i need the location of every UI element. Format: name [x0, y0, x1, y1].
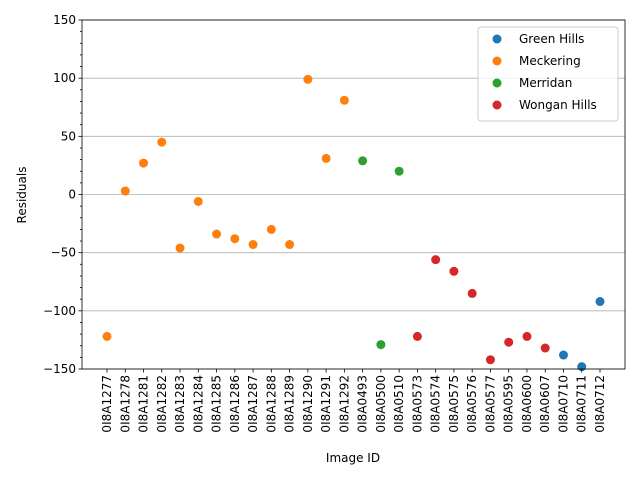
- data-point: [321, 153, 331, 163]
- x-tick-label: 0I8A1290: [301, 375, 315, 433]
- data-point: [522, 331, 532, 341]
- x-tick-label: 0I8A0712: [593, 375, 607, 433]
- x-tick-label: 0I8A0595: [502, 375, 516, 433]
- data-points: [102, 74, 605, 372]
- x-tick-label: 0I8A1286: [228, 375, 242, 433]
- data-point: [248, 240, 258, 250]
- y-tick-label: 150: [53, 13, 76, 27]
- x-tick-label: 0I8A0607: [538, 375, 552, 433]
- legend-label: Wongan Hills: [519, 98, 597, 112]
- x-axis-ticks: 0I8A1277 0I8A1278 0I8A1281 0I8A1282 0I8A1283…: [100, 369, 607, 433]
- y-tick-label: 50: [61, 129, 76, 143]
- data-point: [139, 158, 149, 168]
- data-point: [504, 337, 514, 347]
- legend-box: [477, 26, 619, 122]
- y-axis-label: Residuals: [15, 167, 29, 224]
- x-tick-label: 0I8A1278: [118, 375, 132, 433]
- x-tick-label: 0I8A1287: [246, 375, 260, 433]
- legend-label: Meckering: [519, 54, 581, 68]
- data-point: [303, 74, 313, 84]
- data-point: [540, 343, 550, 353]
- x-tick-label: 0I8A0711: [575, 375, 589, 433]
- data-point: [157, 137, 167, 147]
- y-tick-label: −50: [51, 246, 76, 260]
- data-point: [558, 350, 568, 360]
- x-tick-label: 0I8A0574: [429, 375, 443, 433]
- data-point: [595, 297, 605, 307]
- data-point: [193, 196, 203, 206]
- data-point: [467, 288, 477, 298]
- data-point: [212, 229, 222, 239]
- data-point: [120, 186, 130, 196]
- x-tick-label: 0I8A1284: [191, 375, 205, 433]
- legend-marker: [492, 34, 502, 44]
- data-point: [358, 156, 368, 166]
- x-tick-label: 0I8A0510: [392, 375, 406, 433]
- x-tick-label: 0I8A1285: [210, 375, 224, 433]
- x-tick-label: 0I8A0493: [356, 375, 370, 433]
- x-tick-label: 0I8A1282: [155, 375, 169, 433]
- data-point: [394, 166, 404, 176]
- x-tick-label: 0I8A0577: [483, 375, 497, 433]
- data-point: [230, 234, 240, 244]
- legend-label: Green Hills: [519, 32, 584, 46]
- x-axis-label: Image ID: [326, 451, 380, 465]
- data-point: [266, 224, 276, 234]
- data-point: [285, 240, 295, 250]
- legend-marker: [492, 78, 502, 88]
- x-tick-label: 0I8A1292: [337, 375, 351, 433]
- data-point: [412, 331, 422, 341]
- x-tick-label: 0I8A0710: [556, 375, 570, 433]
- data-point: [376, 340, 386, 350]
- data-point: [449, 266, 459, 276]
- x-tick-label: 0I8A1288: [264, 375, 278, 433]
- legend-marker: [492, 56, 502, 66]
- x-tick-label: 0I8A1289: [283, 375, 297, 433]
- y-axis-ticks: −150 −100 −50 0 50 100 150: [43, 13, 82, 376]
- x-tick-label: 0I8A1281: [137, 375, 151, 433]
- legend: Green Hills Meckering Merridan Wongan Hills: [477, 26, 619, 122]
- data-point: [175, 243, 185, 253]
- x-tick-label: 0I8A0600: [520, 375, 534, 433]
- x-tick-label: 0I8A1291: [319, 375, 333, 433]
- x-tick-label: 0I8A1283: [173, 375, 187, 433]
- y-tick-label: −150: [43, 362, 76, 376]
- data-point: [431, 255, 441, 265]
- x-tick-label: 0I8A0575: [447, 375, 461, 433]
- data-point: [339, 95, 349, 105]
- data-point: [485, 355, 495, 365]
- y-tick-label: −100: [43, 304, 76, 318]
- data-point: [102, 331, 112, 341]
- x-tick-label: 0I8A0573: [410, 375, 424, 433]
- y-tick-label: 0: [68, 188, 76, 202]
- x-tick-label: 0I8A0500: [374, 375, 388, 433]
- x-tick-label: 0I8A1277: [100, 375, 114, 433]
- y-tick-label: 100: [53, 71, 76, 85]
- legend-marker: [492, 100, 502, 110]
- x-tick-label: 0I8A0576: [465, 375, 479, 433]
- legend-label: Merridan: [519, 76, 572, 90]
